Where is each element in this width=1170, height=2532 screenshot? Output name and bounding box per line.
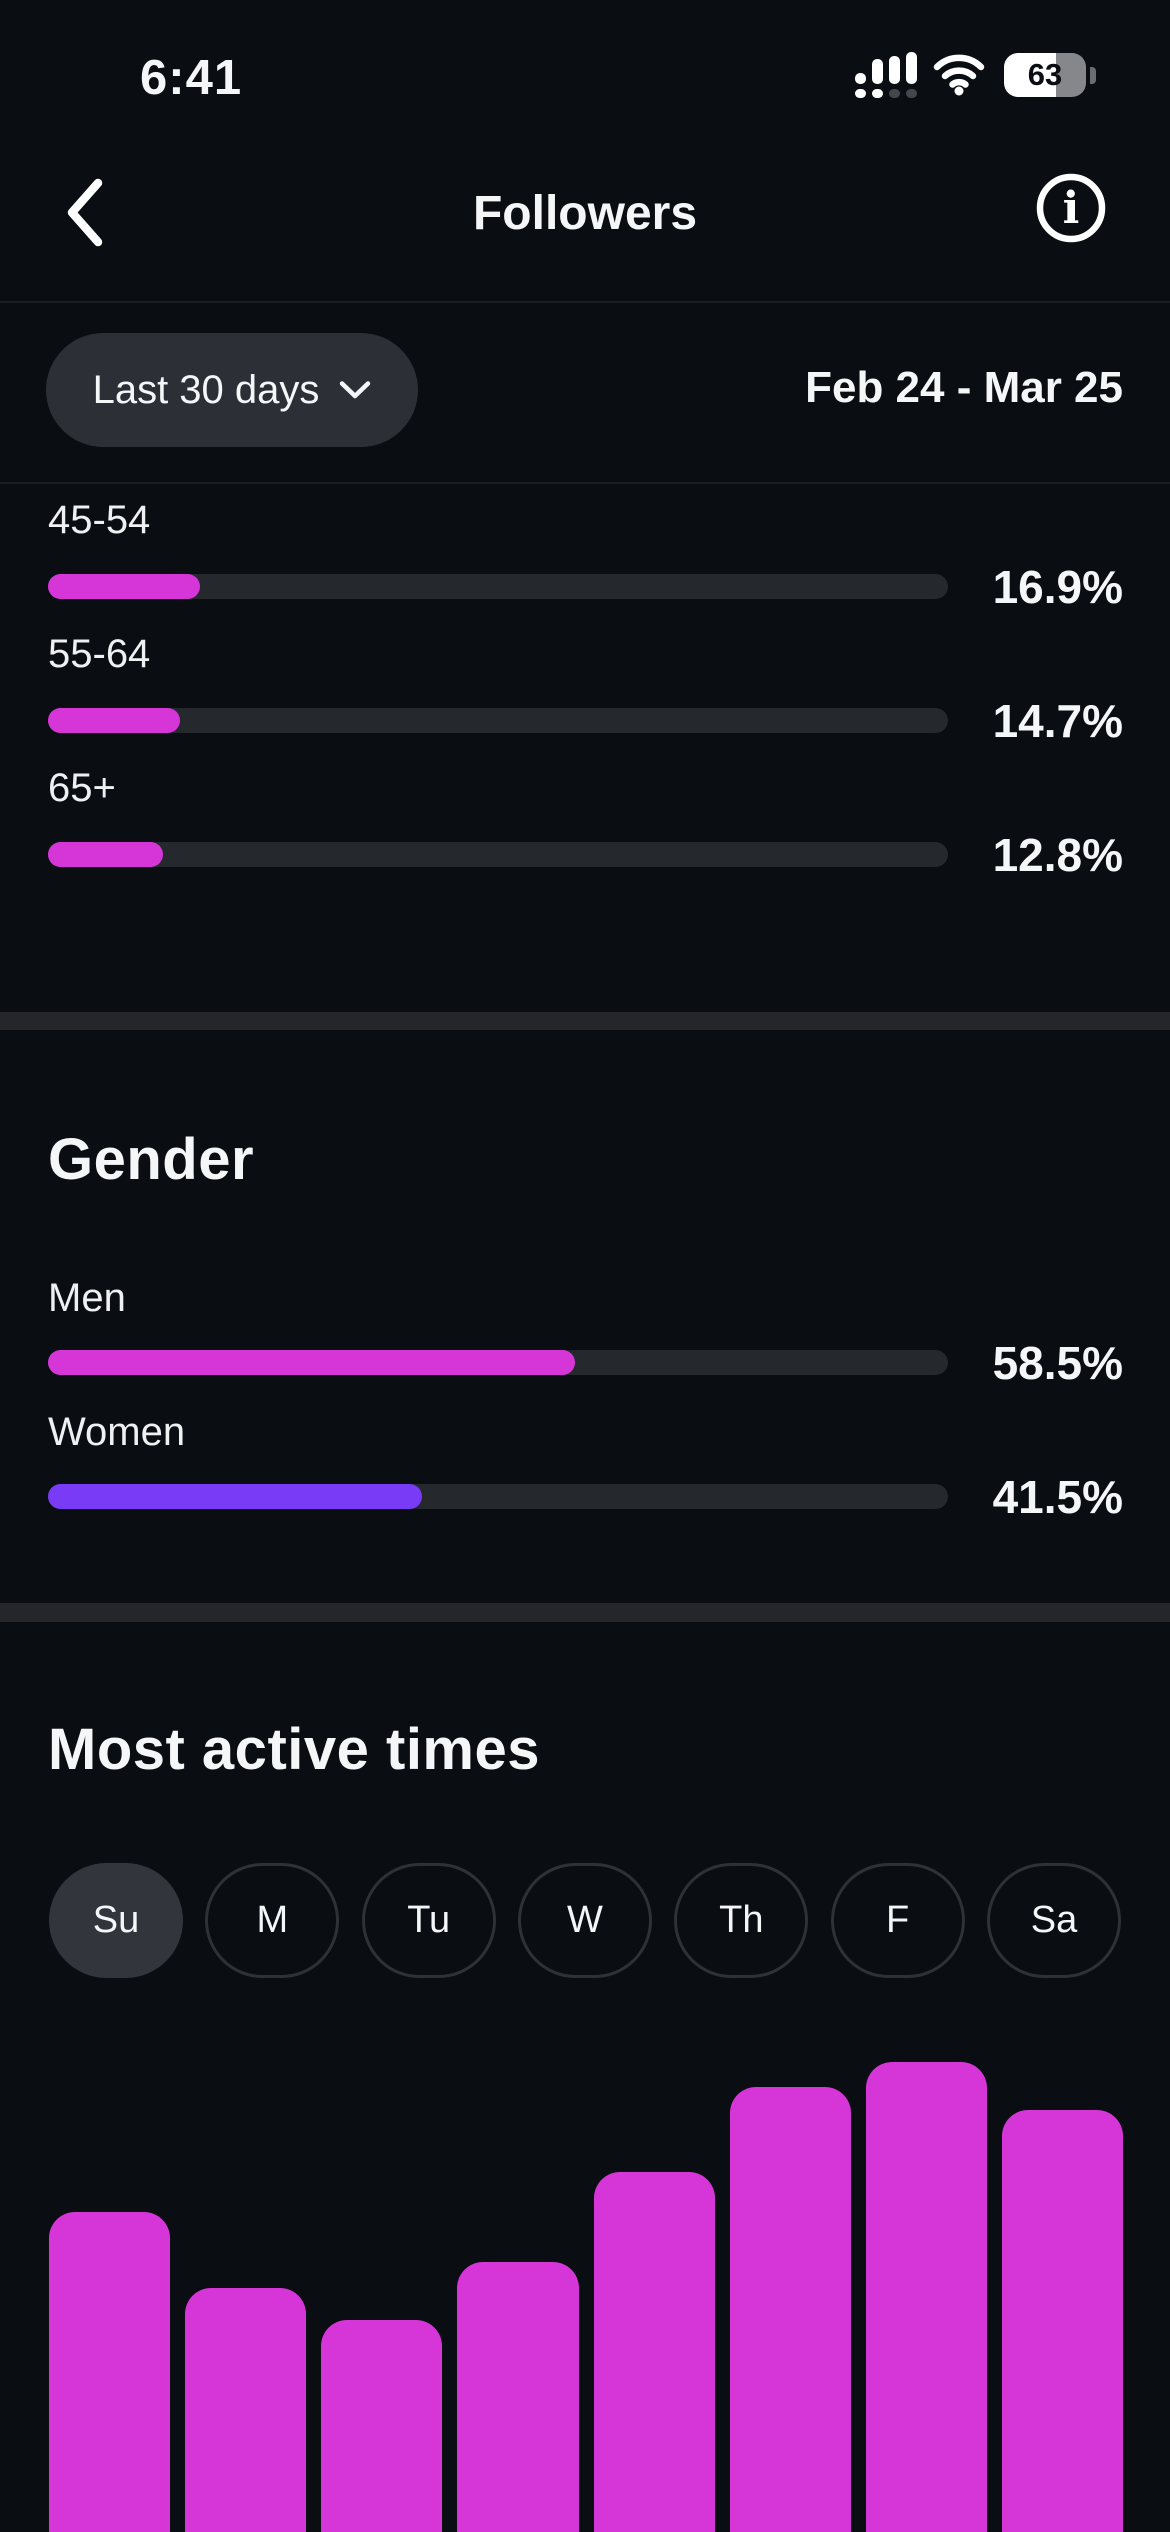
svg-text:i: i — [1063, 183, 1080, 234]
age-row-percent: 12.8% — [992, 829, 1123, 881]
day-pill-thursday[interactable]: Th — [674, 1863, 809, 1978]
age-row-label: 45-54 — [48, 498, 151, 542]
battery-icon: 63 — [1004, 53, 1086, 97]
date-range-text: Feb 24 - Mar 25 — [805, 363, 1123, 412]
activity-bar — [865, 2062, 987, 2532]
age-row-percent: 16.9% — [992, 561, 1123, 613]
day-pill-tuesday[interactable]: Tu — [361, 1863, 496, 1978]
chevron-down-icon — [340, 381, 371, 399]
progress-fill — [48, 1350, 575, 1375]
section-separator — [0, 1012, 1170, 1030]
info-circle-icon: i — [1036, 173, 1106, 243]
day-pill-sunday[interactable]: Su — [49, 1863, 183, 1978]
gender-row-label: Women — [48, 1410, 186, 1454]
day-pill-wednesday[interactable]: W — [517, 1863, 652, 1978]
back-button[interactable] — [44, 166, 124, 254]
progress-fill — [48, 1484, 422, 1509]
age-row-percent: 14.7% — [992, 695, 1123, 747]
filter-divider — [0, 482, 1170, 484]
battery-nub — [1090, 67, 1096, 84]
activity-bar — [1001, 2110, 1123, 2532]
chevron-left-icon — [67, 178, 103, 247]
progress-track — [48, 1350, 948, 1375]
progress-fill — [48, 708, 181, 733]
gender-section-title: Gender — [48, 1127, 255, 1192]
progress-fill — [48, 842, 164, 867]
activity-bar — [49, 2212, 171, 2532]
day-pill-friday[interactable]: F — [830, 1863, 965, 1978]
day-pill-monday[interactable]: M — [205, 1863, 340, 1978]
progress-track — [48, 1484, 948, 1509]
progress-track — [48, 708, 948, 733]
activity-bar — [457, 2262, 579, 2532]
day-pill-saturday[interactable]: Sa — [986, 1863, 1121, 1978]
gender-row-percent: 58.5% — [992, 1337, 1123, 1389]
status-time: 6:41 — [140, 51, 243, 105]
activity-bar — [593, 2172, 715, 2532]
cellular-signal-icon — [855, 52, 917, 98]
date-range-filter-button[interactable]: Last 30 days — [46, 333, 418, 447]
gender-row-label: Men — [48, 1276, 126, 1320]
age-row-label: 55-64 — [48, 632, 151, 676]
activity-bar — [729, 2087, 851, 2532]
progress-track — [48, 574, 948, 599]
battery-percent: 63 — [1027, 57, 1063, 92]
progress-track — [48, 842, 948, 867]
age-row-label: 65+ — [48, 766, 116, 810]
day-selector: Su M Tu W Th F Sa — [49, 1863, 1121, 1978]
activity-bar — [321, 2320, 443, 2532]
activity-bar — [185, 2288, 307, 2532]
header-divider — [0, 301, 1170, 303]
page-title: Followers — [472, 187, 698, 240]
section-separator — [0, 1603, 1170, 1622]
gender-row-percent: 41.5% — [992, 1471, 1123, 1523]
active-times-section-title: Most active times — [48, 1717, 541, 1782]
info-button[interactable]: i — [1033, 164, 1117, 252]
battery-fill — [1004, 53, 1056, 97]
activity-bar-chart — [49, 2052, 1123, 2532]
progress-fill — [48, 574, 201, 599]
date-range-filter-label: Last 30 days — [92, 367, 320, 412]
wifi-icon — [933, 54, 985, 96]
